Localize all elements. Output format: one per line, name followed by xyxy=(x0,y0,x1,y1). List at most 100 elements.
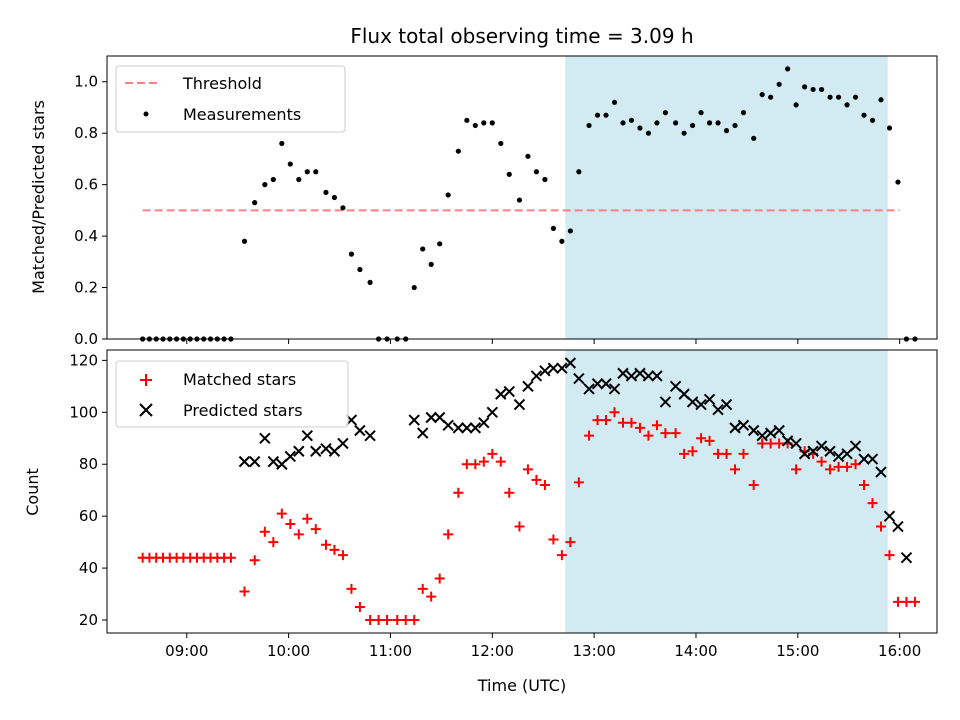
matched-point xyxy=(859,480,870,491)
matched-point xyxy=(293,529,304,540)
top-legend-box xyxy=(115,65,346,133)
measurement-point xyxy=(464,117,470,123)
x-tick-label: 11:00 xyxy=(369,642,412,660)
matched-point xyxy=(514,521,525,532)
measurement-point xyxy=(662,110,669,116)
x-tick-label: 14:00 xyxy=(674,642,717,660)
predicted-point xyxy=(320,442,332,455)
predicted-point xyxy=(503,385,515,398)
matched-point xyxy=(285,518,296,529)
matched-point xyxy=(329,544,340,555)
measurement-point xyxy=(759,91,765,98)
measurement-point xyxy=(628,117,635,123)
measurement-point xyxy=(567,228,573,234)
predicted-legend-icon xyxy=(139,403,153,417)
measurement-point xyxy=(576,169,582,175)
matched-point xyxy=(774,438,785,449)
measurement-points xyxy=(140,66,918,342)
matched-point xyxy=(634,422,645,433)
x-tick-label: 10:00 xyxy=(267,642,310,660)
predicted-point xyxy=(301,429,313,442)
matched-point xyxy=(522,464,533,475)
matched-point xyxy=(850,459,861,470)
matched-point xyxy=(461,459,472,470)
matched-point xyxy=(320,539,331,550)
measurement-point xyxy=(810,86,816,93)
measurement-point xyxy=(437,241,443,247)
measurement-point xyxy=(489,120,495,126)
matched-point xyxy=(626,417,637,428)
top-y-axis: 0.0 0.2 0.4 0.6 0.8 1.0 xyxy=(74,73,107,348)
predicted-point xyxy=(267,455,280,468)
predicted-point xyxy=(425,411,437,424)
measurement-point xyxy=(785,66,791,72)
measurement-point xyxy=(262,182,268,188)
matched-point xyxy=(276,508,287,519)
top-plot-frame xyxy=(106,55,938,340)
measurement-point xyxy=(603,112,609,118)
predicted-point xyxy=(354,424,366,437)
top-y-tick-label: 0.6 xyxy=(74,176,98,194)
predicted-point xyxy=(849,440,862,452)
measurement-point xyxy=(827,94,833,100)
matched-legend-icon xyxy=(140,374,152,386)
measurement-point xyxy=(706,120,713,126)
x-tick-label: 13:00 xyxy=(573,642,616,660)
matched-point xyxy=(239,586,250,597)
measurement-point xyxy=(481,120,487,126)
measurement-point xyxy=(241,238,248,244)
matched-point xyxy=(400,615,411,626)
matched-point xyxy=(478,456,489,467)
measurement-point xyxy=(270,176,276,183)
x-axis-label: Time (UTC) xyxy=(477,676,566,695)
predicted-point xyxy=(513,398,526,411)
top-y-tick-label: 0.2 xyxy=(74,279,98,297)
predicted-point xyxy=(720,398,733,411)
predicted-point xyxy=(651,370,663,382)
bottom-y-tick-label: 40 xyxy=(79,559,98,577)
predicted-point xyxy=(591,378,604,390)
measurement-point xyxy=(411,284,417,291)
predicted-points xyxy=(238,357,913,564)
measurement-point xyxy=(516,197,523,203)
matched-point xyxy=(670,428,681,439)
predicted-point xyxy=(659,396,672,408)
predicted-point xyxy=(781,435,794,447)
measurement-point xyxy=(886,125,893,131)
top-y-label: Matched/Predicted stars xyxy=(29,100,48,294)
predicted-point xyxy=(293,445,305,457)
predicted-point xyxy=(875,466,887,478)
measurement-point xyxy=(331,194,338,201)
measurement-point xyxy=(586,122,592,129)
bottom-panel: 20 40 60 80 100 120 09:00 10:00 11:00 12:00 13:00… xyxy=(23,349,938,695)
matched-point xyxy=(721,448,732,459)
measurement-point xyxy=(428,261,434,267)
chart-title: Flux total observing time = 3.09 h xyxy=(350,24,693,48)
measurement-point xyxy=(852,94,859,100)
predicted-point xyxy=(807,445,819,457)
top-legend: Threshold Measurements xyxy=(115,65,346,133)
matched-point xyxy=(531,474,542,485)
matched-point xyxy=(687,446,698,457)
measurement-point xyxy=(287,161,293,167)
measurement-point xyxy=(525,153,531,159)
predicted-point xyxy=(866,453,879,465)
top-y-tick-label: 0.8 xyxy=(74,124,98,142)
predicted-point xyxy=(337,437,349,450)
matched-point xyxy=(833,461,844,472)
matched-point xyxy=(434,573,445,584)
matched-point xyxy=(392,615,403,626)
measurement-point xyxy=(637,125,643,131)
matched-point xyxy=(302,513,313,524)
matched-point xyxy=(539,480,550,491)
measurement-point xyxy=(673,120,679,126)
predicted-point xyxy=(729,422,741,434)
measurement-point xyxy=(818,86,825,93)
predicted-point xyxy=(539,365,551,377)
matched-point xyxy=(268,537,279,548)
matched-point xyxy=(453,487,464,498)
measurement-point xyxy=(802,84,808,90)
bottom-plot-frame xyxy=(106,349,938,634)
matched-point xyxy=(730,464,741,475)
bottom-y-axis: 20 40 60 80 100 120 xyxy=(69,351,107,629)
